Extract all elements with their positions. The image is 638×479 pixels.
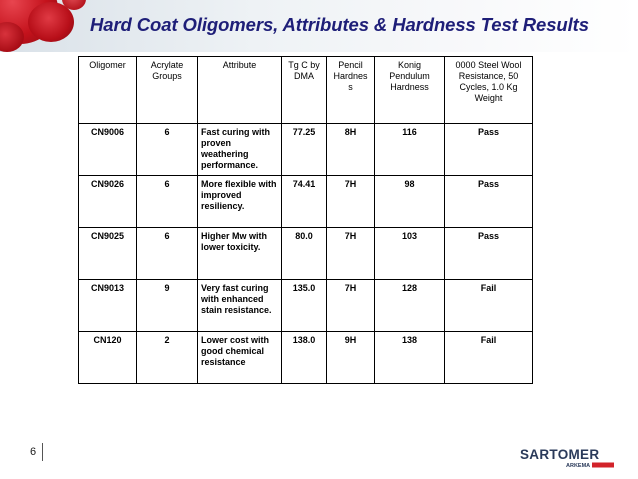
column-header-pencil-hardness: Pencil Hardnes s bbox=[326, 56, 375, 124]
cell-steel-wool: Pass bbox=[444, 175, 533, 228]
column-header-tg: Tg C by DMA bbox=[281, 56, 327, 124]
cell-tg: 77.25 bbox=[281, 123, 327, 176]
column-header-steel-wool: 0000 Steel Wool Resistance, 50 Cycles, 1… bbox=[444, 56, 533, 124]
cell-acrylate-groups: 9 bbox=[136, 279, 198, 332]
cell-acrylate-groups: 2 bbox=[136, 331, 198, 384]
cell-steel-wool: Fail bbox=[444, 331, 533, 384]
column-header-konig-hardness: Konig Pendulum Hardness bbox=[374, 56, 445, 124]
cell-steel-wool: Pass bbox=[444, 123, 533, 176]
cell-konig-hardness: 116 bbox=[374, 123, 445, 176]
cell-acrylate-groups: 6 bbox=[136, 227, 198, 280]
cell-attribute: Very fast curing with enhanced stain res… bbox=[197, 279, 282, 332]
cell-pencil-hardness: 8H bbox=[326, 123, 375, 176]
cell-attribute: Fast curing with proven weathering perfo… bbox=[197, 123, 282, 176]
table-row: CN9006 6 Fast curing with proven weather… bbox=[78, 123, 533, 176]
cell-acrylate-groups: 6 bbox=[136, 123, 198, 176]
page-number-divider bbox=[42, 443, 43, 461]
cell-attribute: Lower cost with good chemical resistance bbox=[197, 331, 282, 384]
cell-tg: 80.0 bbox=[281, 227, 327, 280]
cell-oligomer: CN9013 bbox=[78, 279, 137, 332]
sartomer-logo: SARTOMER ARKEMA bbox=[520, 447, 614, 469]
cell-attribute: Higher Mw with lower toxicity. bbox=[197, 227, 282, 280]
cell-oligomer: CN9026 bbox=[78, 175, 137, 228]
cell-pencil-hardness: 7H bbox=[326, 279, 375, 332]
logo-brand-text: SARTOMER bbox=[520, 447, 599, 462]
cell-attribute: More flexible with improved resiliency. bbox=[197, 175, 282, 228]
column-header-acrylate-groups: Acrylate Groups bbox=[136, 56, 198, 124]
cell-konig-hardness: 103 bbox=[374, 227, 445, 280]
slide-title: Hard Coat Oligomers, Attributes & Hardne… bbox=[90, 14, 589, 35]
cell-oligomer: CN9006 bbox=[78, 123, 137, 176]
cell-acrylate-groups: 6 bbox=[136, 175, 198, 228]
logo-accent-bar bbox=[592, 462, 614, 468]
cell-oligomer: CN120 bbox=[78, 331, 137, 384]
cell-konig-hardness: 98 bbox=[374, 175, 445, 228]
table-row: CN9026 6 More flexible with improved res… bbox=[78, 175, 533, 228]
cell-steel-wool: Pass bbox=[444, 227, 533, 280]
column-header-oligomer: Oligomer bbox=[78, 56, 137, 124]
blood-cell-image bbox=[28, 2, 74, 42]
column-header-attribute: Attribute bbox=[197, 56, 282, 124]
cell-tg: 135.0 bbox=[281, 279, 327, 332]
table-row: CN120 2 Lower cost with good chemical re… bbox=[78, 331, 533, 384]
cell-konig-hardness: 138 bbox=[374, 331, 445, 384]
header-band bbox=[0, 0, 638, 52]
table-row: CN9025 6 Higher Mw with lower toxicity. … bbox=[78, 227, 533, 280]
cell-steel-wool: Fail bbox=[444, 279, 533, 332]
cell-pencil-hardness: 9H bbox=[326, 331, 375, 384]
table-header-row: Oligomer Acrylate Groups Attribute Tg C … bbox=[78, 56, 533, 124]
logo-sub-text: ARKEMA bbox=[566, 463, 590, 469]
cell-konig-hardness: 128 bbox=[374, 279, 445, 332]
table-row: CN9013 9 Very fast curing with enhanced … bbox=[78, 279, 533, 332]
page-number: 6 bbox=[30, 446, 37, 458]
cell-oligomer: CN9025 bbox=[78, 227, 137, 280]
blood-cell-image bbox=[62, 0, 86, 10]
cell-tg: 138.0 bbox=[281, 331, 327, 384]
cell-pencil-hardness: 7H bbox=[326, 175, 375, 228]
cell-tg: 74.41 bbox=[281, 175, 327, 228]
cell-pencil-hardness: 7H bbox=[326, 227, 375, 280]
results-table: Oligomer Acrylate Groups Attribute Tg C … bbox=[78, 56, 533, 384]
